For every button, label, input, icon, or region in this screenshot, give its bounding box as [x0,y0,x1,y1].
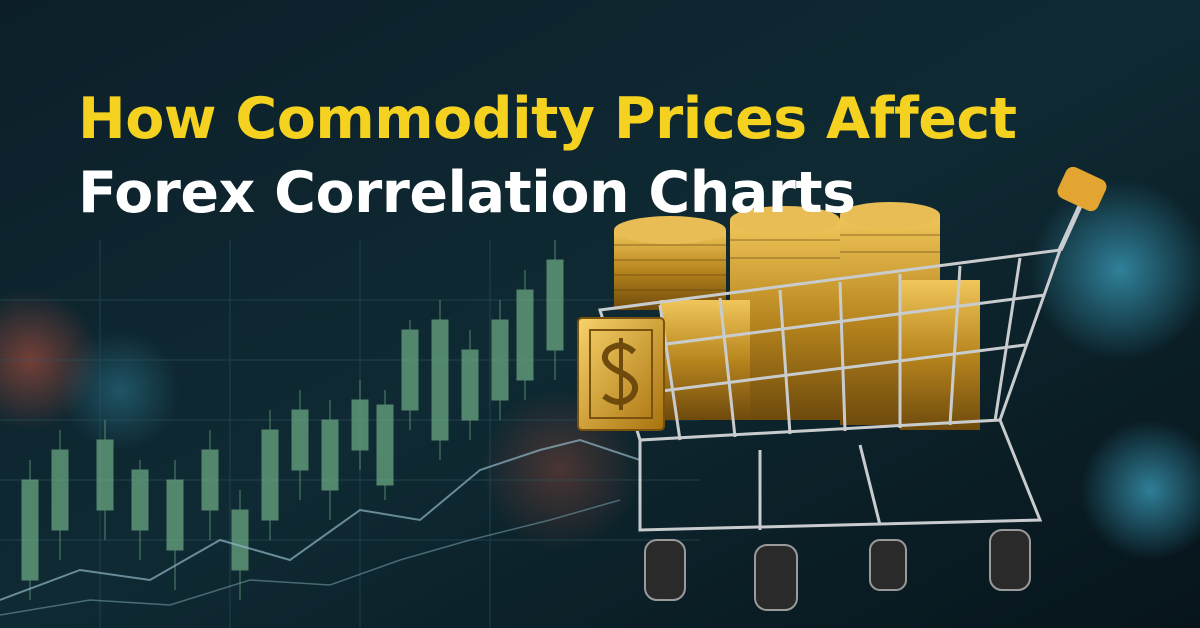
candlesticks-part [321,419,339,491]
dollar-block-part [589,329,653,419]
candlesticks-part [201,449,219,511]
shopping-cart [577,166,1107,611]
candlesticks-part [166,479,184,551]
candlesticks-part [491,319,509,401]
coin-stacks [614,202,980,430]
cart-basket-part [638,419,1043,532]
cart-wheels-part [644,539,686,601]
coin-stacks-part [840,202,940,228]
candlesticks-part [291,409,309,471]
trend-line [0,499,621,616]
cart-basket-part [629,343,1026,397]
trend-line [0,438,641,601]
candlesticks-part [401,329,419,411]
candlesticks-part [431,319,449,441]
cart-wheels [644,529,1031,611]
coin-stacks-part [730,206,840,234]
cart-handle [1057,166,1107,212]
cart-basket-part [858,444,882,526]
dollar-block [577,317,665,431]
cart-wheels-part [869,539,907,591]
cart-basket-part [838,281,847,432]
candlesticks-part [96,439,114,511]
cart-wheels-part [754,544,798,611]
candlesticks-part [516,289,534,381]
candlesticks-part [376,404,394,486]
candlesticks [21,240,564,600]
title-line-2: Forex Correlation Charts [78,160,856,226]
coin-stacks-part [614,216,726,244]
cart-basket-part [718,297,737,438]
cart-basket-part [778,289,792,435]
candlesticks-part [461,349,479,421]
cart-basket-part [948,265,962,426]
title-line-1: How Commodity Prices Affect [78,86,1016,152]
candlesticks-part [21,479,39,581]
cart-basket-part [993,257,1022,422]
candlesticks-part [131,469,149,531]
candlesticks-part [351,399,369,451]
cart-wheels-part [989,529,1031,591]
coin-stacks-part [614,234,940,291]
candlesticks-part [231,509,249,571]
candlesticks-part [261,429,279,521]
candlesticks-part [546,259,564,351]
bokeh-part [60,330,180,450]
cart-basket-part [619,293,1046,352]
candlesticks-part [51,449,69,531]
bokeh-part [1080,420,1200,560]
